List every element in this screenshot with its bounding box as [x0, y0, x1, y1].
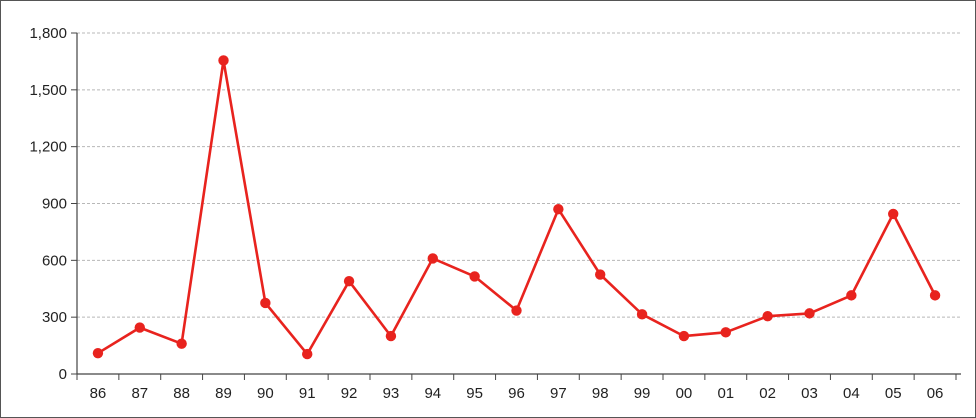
- x-tick-label: 98: [592, 385, 609, 402]
- y-tick-label: 1,500: [29, 82, 67, 99]
- y-tick-label: 1,200: [29, 139, 67, 156]
- data-point: [92, 347, 104, 359]
- data-point: [888, 208, 899, 220]
- data-point: [260, 297, 271, 309]
- data-point: [176, 338, 187, 349]
- axes: [71, 32, 961, 380]
- data-point: [720, 327, 731, 338]
- y-tick-label: 300: [42, 309, 67, 326]
- x-tick-label: 91: [299, 385, 316, 402]
- data-point: [804, 308, 815, 319]
- x-tick-label: 87: [131, 385, 148, 402]
- x-tick-label: 96: [508, 385, 525, 402]
- x-tick-label: 02: [759, 385, 776, 402]
- data-point: [385, 330, 397, 342]
- data-point: [511, 305, 522, 316]
- x-tick-labels: 86 87 88 89 90 91 92 93 94 95 96 97 98 99 00 01 02 03 04 05…: [90, 385, 944, 402]
- x-tick-label: 92: [341, 385, 358, 402]
- data-point: [469, 271, 480, 282]
- data-point: [302, 348, 313, 360]
- y-tick-label: 1,800: [29, 25, 67, 42]
- x-tick-label: 01: [717, 385, 734, 402]
- y-tick-label: 600: [42, 252, 67, 269]
- x-tick-label: 03: [801, 385, 818, 402]
- data-point: [595, 269, 606, 280]
- x-tick-label: 97: [550, 385, 567, 402]
- data-point: [846, 290, 857, 301]
- x-tick-label: 94: [424, 385, 441, 402]
- y-tick-label: 0: [59, 366, 67, 383]
- x-tick-label: 93: [383, 385, 400, 402]
- data-point: [218, 55, 229, 66]
- x-tick-label: 05: [885, 385, 902, 402]
- x-tick-label: 88: [173, 385, 190, 402]
- x-tick-label: 90: [257, 385, 274, 402]
- data-point: [762, 311, 773, 322]
- x-tick-label: 95: [466, 385, 483, 402]
- series-layer: [92, 55, 941, 360]
- x-tick-label: 06: [927, 385, 944, 402]
- data-point: [636, 309, 648, 320]
- data-point: [553, 203, 564, 215]
- data-point: [343, 275, 355, 287]
- grid-lines: [77, 32, 961, 318]
- y-tick-labels: 0 300 600 900 1,200 1,500 1,800: [29, 25, 67, 383]
- x-tick-label: 86: [90, 385, 107, 402]
- data-point: [678, 330, 690, 342]
- data-point: [427, 253, 438, 264]
- x-tick-label: 04: [843, 385, 860, 402]
- data-point: [134, 322, 145, 333]
- x-tick-label: 00: [676, 385, 693, 402]
- x-tick-label: 99: [634, 385, 651, 402]
- x-tick-label: 89: [215, 385, 232, 402]
- y-tick-label: 900: [42, 196, 67, 213]
- data-point: [929, 290, 941, 301]
